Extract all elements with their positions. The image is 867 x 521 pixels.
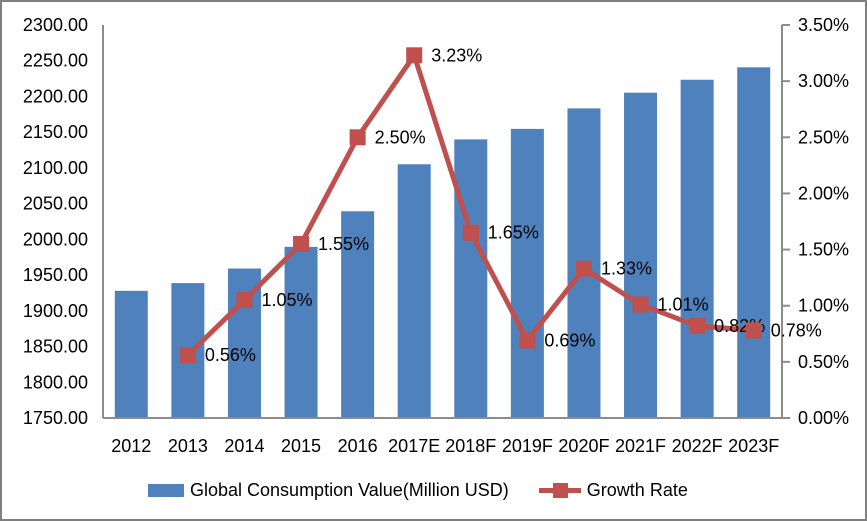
growth-marker-2017E [406,47,423,64]
chart-legend: Global Consumption Value(Million USD) Gr… [148,480,688,501]
right-axis-tick-label: 0.00% [798,408,849,428]
left-axis-tick-label: 1900.00 [23,301,88,321]
left-axis-tick-label: 2100.00 [23,158,88,178]
left-axis-tick-label: 1850.00 [23,337,88,357]
bar-2019F [510,128,544,419]
legend-item-consumption: Global Consumption Value(Million USD) [148,480,509,501]
growth-marker-2014 [236,292,253,309]
x-axis-label-2020F: 2020F [558,436,609,456]
right-axis-tick-label: 0.50% [798,352,849,372]
x-axis-label-2021F: 2021F [615,436,666,456]
growth-marker-2019F [519,332,536,349]
bar-2018F [454,139,488,418]
right-axis-tick-label: 1.00% [798,296,849,316]
left-axis-tick-label: 2300.00 [23,15,88,35]
x-axis-label-2012: 2012 [111,436,151,456]
bar-2012 [114,290,148,418]
x-axis-label-2023F: 2023F [728,436,779,456]
growth-label-2018F: 1.65% [488,223,539,243]
bar-2017E [397,164,431,418]
left-axis-tick-label: 2200.00 [23,86,88,106]
left-axis-tick-label: 1800.00 [23,372,88,392]
x-axis-label-2019F: 2019F [502,436,553,456]
bar-series-label: Global Consumption Value(Million USD) [190,480,509,500]
growth-label-2017E: 3.23% [431,45,482,65]
growth-label-2014: 1.05% [261,290,312,310]
x-axis-label-2022F: 2022F [672,436,723,456]
line-series-label: Growth Rate [586,480,688,500]
growth-label-2019F: 0.69% [544,331,595,351]
growth-label-2023F: 0.78% [771,320,822,340]
line-series-swatch-icon [538,483,581,498]
growth-marker-2018F [462,224,479,241]
growth-marker-2021F [632,296,649,313]
left-axis-tick-label: 2250.00 [23,51,88,71]
left-axis-tick-label: 1950.00 [23,265,88,285]
x-axis-label-2014: 2014 [224,436,264,456]
bar-2021F [624,92,658,419]
bar-2023F [737,67,771,419]
bar-2016 [341,211,375,418]
growth-label-2016: 2.50% [375,127,426,147]
right-axis-tick-label: 2.50% [798,127,849,147]
growth-marker-2016 [349,129,366,146]
x-axis-label-2015: 2015 [281,436,321,456]
right-axis-tick-label: 2.00% [798,183,849,203]
bar-2015 [284,246,318,418]
combo-chart-canvas: 2300.00 2250.00 2200.00 2150.00 2100.00 2050.… [23,15,849,456]
growth-marker-2023F [745,322,762,339]
right-axis-tick-label: 1.50% [798,240,849,260]
left-axis-tick-label: 2050.00 [23,194,88,214]
growth-marker-2020F [575,260,592,277]
left-axis-tick-label: 1750.00 [23,408,88,428]
bar-2022F [680,79,714,418]
x-axis-label-2018F: 2018F [445,436,496,456]
x-axis-label-2017E: 2017E [388,436,440,456]
growth-label-2013: 0.56% [205,345,256,365]
growth-marker-2022F [689,317,706,334]
growth-label-2021F: 1.01% [658,295,709,315]
legend-item-growth-rate: Growth Rate [538,480,688,501]
growth-marker-2013 [179,347,196,364]
left-axis-tick-label: 2150.00 [23,122,88,142]
x-axis-label-2016: 2016 [338,436,378,456]
growth-label-2020F: 1.33% [601,259,652,279]
right-axis-tick-label: 3.50% [798,15,849,35]
growth-marker-2015 [293,235,310,252]
left-axis-tick-label: 2000.00 [23,229,88,249]
x-axis-label-2013: 2013 [168,436,208,456]
growth-label-2015: 1.55% [318,234,369,254]
right-axis-tick-label: 3.00% [798,71,849,91]
bar-series-swatch-icon [148,484,184,497]
